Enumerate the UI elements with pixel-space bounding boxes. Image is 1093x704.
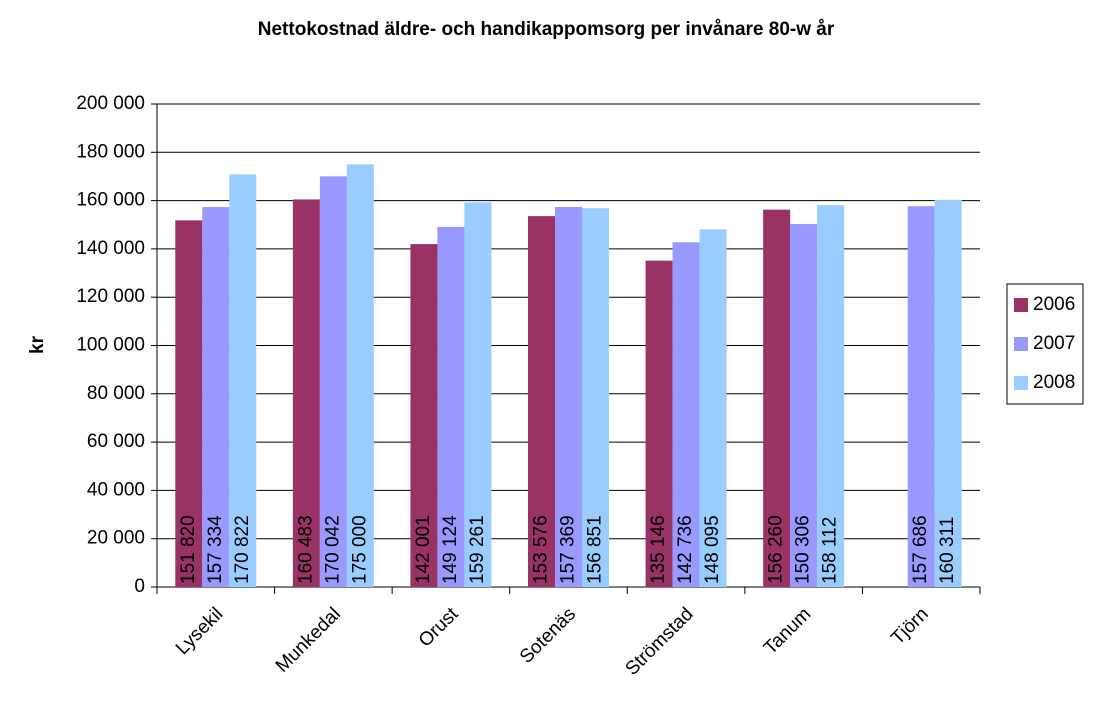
value-label: 156 851 xyxy=(585,515,606,584)
value-label: 156 260 xyxy=(766,515,787,584)
bar xyxy=(410,244,438,588)
value-label: 153 576 xyxy=(531,515,552,584)
bar xyxy=(699,229,727,587)
value-label: 135 146 xyxy=(648,515,669,584)
y-tick-label: 120 000 xyxy=(76,286,145,307)
x-tick-label: Munkedal xyxy=(272,604,345,677)
x-tick-label: Strömstad xyxy=(622,604,698,680)
bar xyxy=(292,199,320,588)
y-axis-label: kr xyxy=(27,335,48,354)
y-tick-label: 200 000 xyxy=(76,93,145,114)
bar xyxy=(582,208,609,587)
y-tick-label: 80 000 xyxy=(87,383,145,404)
x-tick-label: Orust xyxy=(415,603,463,651)
legend-label: 2006 xyxy=(1033,294,1075,315)
value-label: 170 822 xyxy=(232,515,253,584)
value-label: 160 311 xyxy=(937,517,958,584)
bar xyxy=(464,202,492,587)
value-label: 158 112 xyxy=(820,517,841,584)
x-tick-label: Tanum xyxy=(760,604,815,659)
bar xyxy=(817,205,845,587)
y-tick-label: 0 xyxy=(134,576,145,597)
y-tick-label: 20 000 xyxy=(87,528,145,549)
legend-swatch xyxy=(1014,337,1028,351)
value-label: 151 820 xyxy=(178,515,199,584)
y-tick-label: 40 000 xyxy=(87,479,145,500)
value-label: 142 736 xyxy=(675,515,696,584)
x-tick-label: Sotenäs xyxy=(516,604,580,668)
legend-swatch xyxy=(1014,376,1028,390)
bar xyxy=(934,199,962,587)
value-label: 142 001 xyxy=(413,515,434,584)
value-label: 157 686 xyxy=(910,515,931,584)
chart-title: Nettokostnad äldre- och handikappomsorg … xyxy=(258,19,835,40)
bar xyxy=(437,226,465,587)
value-label: 148 095 xyxy=(702,515,723,584)
value-label: 170 042 xyxy=(322,515,343,584)
bar xyxy=(346,164,374,587)
bar xyxy=(202,207,230,587)
bar xyxy=(555,206,582,587)
bar xyxy=(175,220,203,587)
y-tick-label: 160 000 xyxy=(76,190,145,211)
bar xyxy=(790,224,818,587)
value-label: 175 000 xyxy=(349,515,370,584)
bar xyxy=(763,209,791,588)
y-tick-label: 180 000 xyxy=(76,141,145,162)
bar xyxy=(319,176,347,587)
legend-label: 2007 xyxy=(1033,333,1075,354)
bar xyxy=(645,260,673,587)
bar xyxy=(528,216,555,587)
legend-label: 2008 xyxy=(1033,372,1075,393)
value-label: 150 306 xyxy=(793,515,814,584)
y-tick-label: 100 000 xyxy=(76,335,145,356)
bar xyxy=(907,206,935,588)
value-label: 149 124 xyxy=(440,515,461,584)
value-label: 157 334 xyxy=(205,515,226,584)
x-tick-label: Tjörn xyxy=(887,604,932,649)
bar xyxy=(229,174,257,587)
y-tick-label: 140 000 xyxy=(76,238,145,259)
y-tick-label: 60 000 xyxy=(87,431,145,452)
bar xyxy=(672,242,700,588)
value-label: 160 483 xyxy=(295,515,316,584)
x-tick-label: Lysekil xyxy=(172,604,227,659)
legend-swatch xyxy=(1014,298,1028,312)
value-label: 159 261 xyxy=(467,515,488,584)
value-label: 157 369 xyxy=(558,515,579,584)
